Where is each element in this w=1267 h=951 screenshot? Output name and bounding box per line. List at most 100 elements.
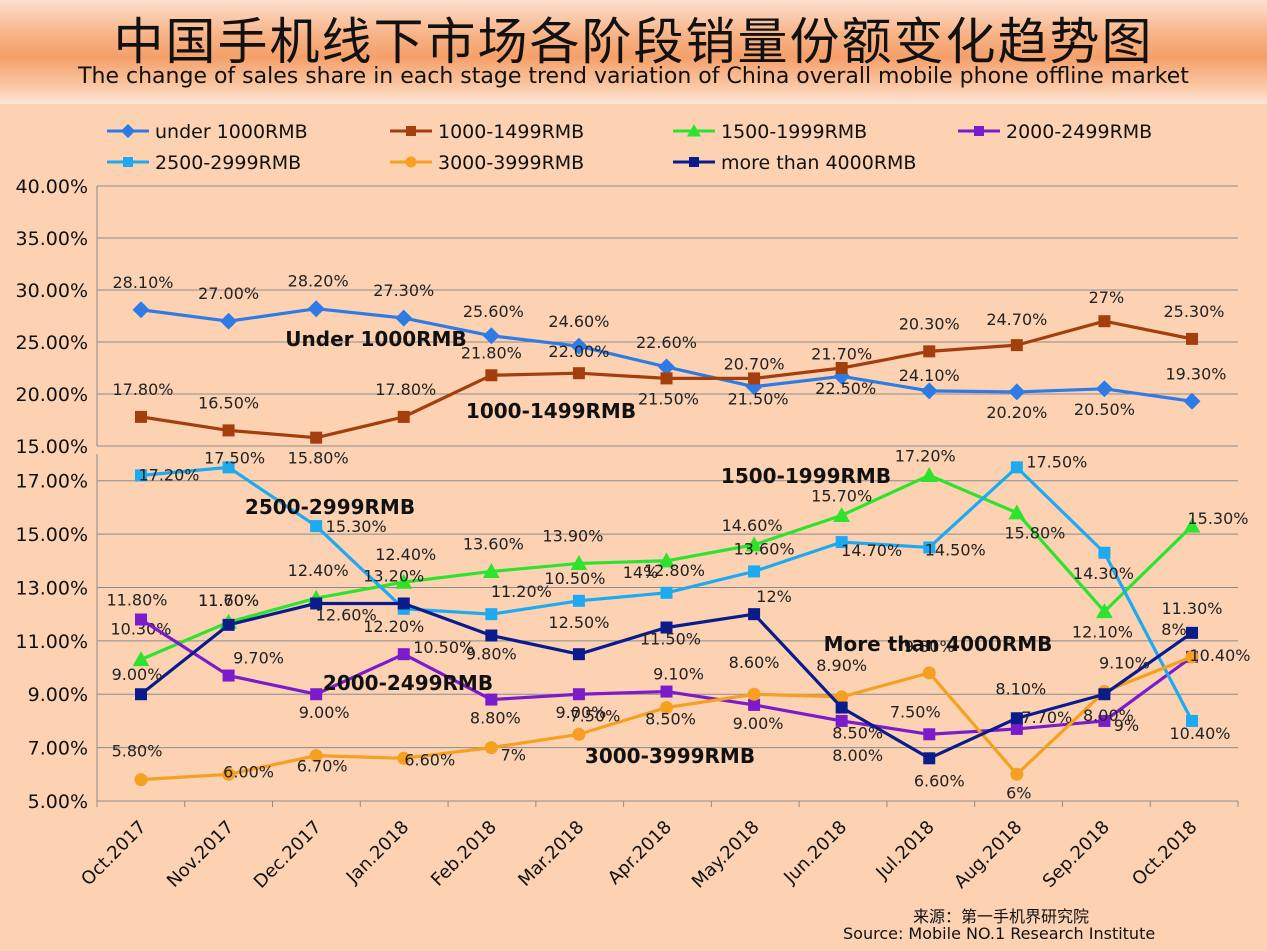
chart-title-en: The change of sales share in each stage … [78, 64, 1189, 89]
data-point [134, 773, 148, 787]
x-tick-label: Jun.2018 [779, 817, 851, 889]
x-tick-label: Apr.2018 [604, 817, 676, 889]
y-tick-label-upper: 40.00% [16, 176, 88, 198]
data-point [222, 767, 236, 781]
data-label: 15.70% [811, 486, 872, 505]
legend-entry-label: 1500-1999RMB [721, 121, 867, 143]
data-point [310, 688, 323, 701]
data-point [1098, 688, 1111, 701]
data-label: 14.30% [1073, 564, 1134, 583]
data-label: 28.10% [112, 273, 173, 292]
data-label: 13.60% [734, 539, 795, 558]
data-label: 11.50% [640, 630, 701, 649]
legend-marker [405, 156, 417, 168]
data-point [660, 372, 673, 385]
data-label: 22.60% [636, 333, 697, 352]
data-label: 25.60% [463, 302, 524, 321]
data-point [132, 651, 150, 667]
data-point [748, 372, 761, 385]
data-label: 27.30% [373, 281, 434, 300]
data-label: 15.30% [326, 517, 387, 536]
data-label: 8% [1161, 620, 1186, 639]
y-tick-label-upper: 20.00% [16, 384, 88, 406]
data-point [484, 741, 498, 755]
data-label: 21.80% [461, 343, 522, 362]
data-label: 8.90% [816, 656, 867, 675]
x-tick-label: Mar.2018 [514, 817, 588, 891]
legend-marker [974, 126, 984, 136]
data-label: 15.80% [288, 449, 349, 468]
data-point [1098, 546, 1111, 559]
data-point [397, 410, 410, 423]
x-tick-label: Oct.2017 [77, 817, 150, 890]
data-label: 13.60% [463, 534, 524, 553]
data-label: 7.50% [570, 706, 621, 725]
data-label: 11.30% [1161, 599, 1222, 618]
data-label: 9.10% [1099, 654, 1150, 673]
data-point [572, 648, 585, 661]
data-point [658, 358, 675, 376]
data-point [1010, 712, 1023, 725]
data-label: 10.50% [413, 638, 474, 657]
x-tick-label: Oct.2018 [1128, 817, 1201, 890]
data-point [1185, 650, 1199, 664]
data-label: 21.70% [811, 344, 872, 363]
source-cn: 来源：第一手机界研究院 [913, 907, 1090, 926]
series-inline-label: 2500-2999RMB [245, 495, 415, 519]
x-tick-label: May.2018 [688, 817, 764, 893]
data-point [397, 597, 410, 610]
data-label: 10.50% [544, 569, 605, 588]
data-label: 22.00% [548, 342, 609, 361]
data-label: 12.60% [316, 605, 377, 624]
data-label: 11.70% [198, 591, 259, 610]
data-point [835, 362, 848, 374]
data-label: 17.50% [204, 448, 265, 467]
data-point [923, 728, 936, 741]
data-point [222, 461, 235, 474]
data-point [1010, 722, 1023, 735]
data-label: 20.30% [899, 314, 960, 333]
data-label: 9.00% [733, 714, 784, 733]
y-tick-label-upper: 25.00% [16, 332, 88, 354]
data-point [572, 727, 586, 741]
data-label: 16.50% [198, 393, 259, 412]
y-tick-label-lower: 7.00% [28, 738, 88, 760]
x-tick-label: Jan.2018 [342, 817, 414, 889]
data-point [1008, 383, 1026, 401]
data-label: 17.80% [375, 380, 436, 399]
data-label: 9.00% [556, 703, 607, 722]
data-point [310, 597, 323, 610]
legend-marker [687, 124, 701, 137]
data-label: 15.80% [1004, 524, 1065, 543]
series-inline-label: Under 1000RMB [285, 327, 466, 351]
data-label: 11.80% [106, 590, 167, 609]
data-point [310, 431, 323, 444]
data-point [395, 573, 413, 589]
data-label: 22.50% [815, 379, 876, 398]
data-label: 27% [1089, 288, 1125, 307]
data-point [660, 586, 673, 599]
data-point [397, 648, 410, 661]
data-label: 28.20% [288, 272, 349, 291]
data-point [1095, 380, 1113, 398]
data-point [1183, 517, 1201, 533]
data-point [485, 369, 498, 382]
data-label: 20.70% [724, 355, 785, 374]
data-point [923, 541, 936, 554]
data-point [1186, 714, 1198, 727]
data-label: 20.50% [1074, 400, 1135, 419]
data-label: 15.30% [1187, 509, 1248, 528]
data-label: 9.80% [466, 645, 517, 664]
data-point [747, 687, 761, 701]
data-label: 14% [623, 563, 659, 582]
data-label: 8.10% [995, 679, 1046, 698]
data-point [307, 300, 325, 318]
data-label: 27.00% [198, 284, 259, 303]
legend-entry-label: 1000-1499RMB [438, 121, 584, 143]
legend-entry-label: 3000-3999RMB [438, 152, 584, 174]
data-label: 14.60% [722, 516, 783, 535]
data-label: 10.30% [110, 620, 171, 639]
data-point [220, 312, 238, 330]
y-tick-label-lower: 17.00% [16, 471, 88, 493]
